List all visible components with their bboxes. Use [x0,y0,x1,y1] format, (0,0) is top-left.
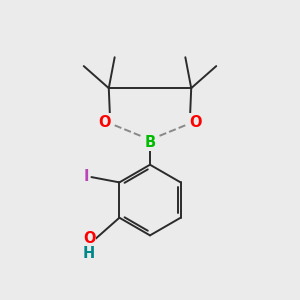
Text: B: B [144,135,156,150]
Text: O: O [189,115,202,130]
Text: I: I [83,169,89,184]
Text: O: O [98,115,111,130]
Text: H: H [83,246,95,261]
Text: O: O [83,231,95,246]
